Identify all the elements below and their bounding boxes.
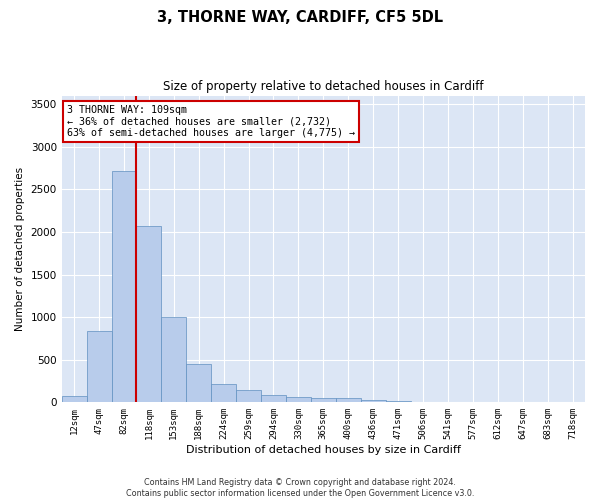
Bar [361, 400, 386, 402]
Title: Size of property relative to detached houses in Cardiff: Size of property relative to detached ho… [163, 80, 484, 93]
Bar [86, 331, 112, 402]
Bar [62, 396, 86, 402]
Bar [261, 394, 286, 402]
Bar [286, 397, 311, 402]
Bar [386, 400, 410, 402]
Text: 3, THORNE WAY, CARDIFF, CF5 5DL: 3, THORNE WAY, CARDIFF, CF5 5DL [157, 10, 443, 25]
Bar [311, 398, 336, 402]
Text: 3 THORNE WAY: 109sqm
← 36% of detached houses are smaller (2,732)
63% of semi-de: 3 THORNE WAY: 109sqm ← 36% of detached h… [67, 105, 355, 138]
Bar [236, 390, 261, 402]
Bar [211, 384, 236, 402]
Bar [161, 317, 186, 402]
Bar [186, 364, 211, 403]
Bar [136, 226, 161, 402]
Text: Contains HM Land Registry data © Crown copyright and database right 2024.
Contai: Contains HM Land Registry data © Crown c… [126, 478, 474, 498]
Bar [112, 170, 136, 402]
X-axis label: Distribution of detached houses by size in Cardiff: Distribution of detached houses by size … [186, 445, 461, 455]
Bar [336, 398, 361, 402]
Y-axis label: Number of detached properties: Number of detached properties [15, 167, 25, 331]
